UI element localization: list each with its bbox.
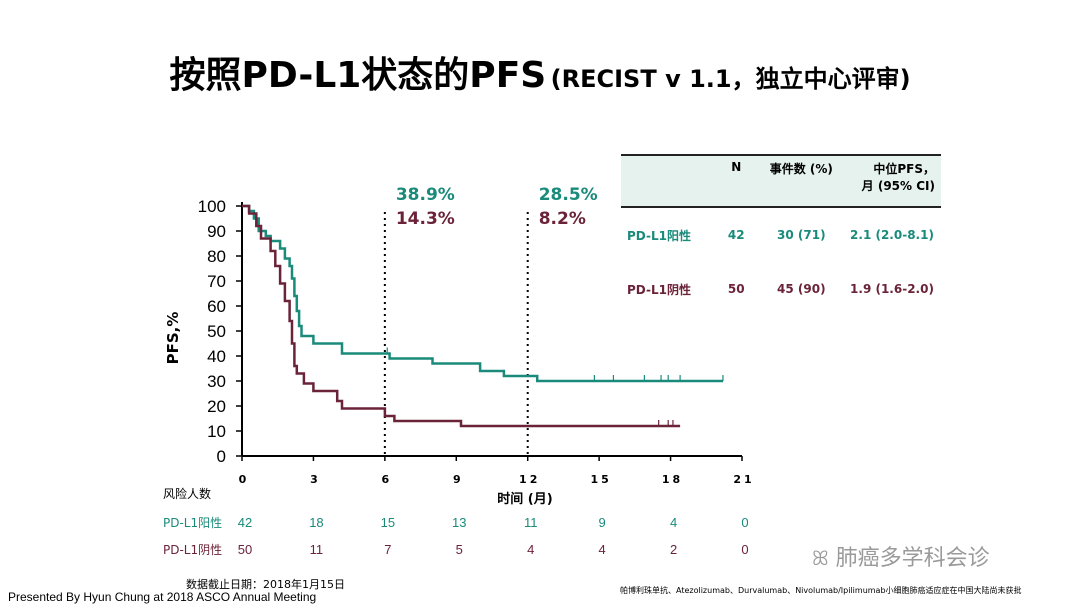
risk-row-label: PD-L1阴性 [163, 543, 222, 557]
landmark-lines: 38.9% 14.3% 28.5% 8.2% [383, 185, 598, 456]
y-axis-label: PFS,% [164, 312, 182, 365]
title-sub: (RECIST v 1.1，独立中心评审) [550, 65, 911, 93]
summary-n: 42 [727, 228, 745, 242]
risk-table-title: 风险人数 [163, 486, 211, 501]
x-tick-label: 21 [733, 473, 754, 486]
landmark-positive-pct: 28.5% [539, 185, 598, 205]
risk-value: 4 [599, 542, 606, 557]
risk-value: 4 [527, 542, 534, 557]
summary-row-positive: PD-L1阳性 42 30 (71) 2.1 (2.0-8.1) [621, 207, 941, 262]
summary-group: PD-L1阴性 [627, 282, 691, 297]
risk-value: 0 [741, 542, 748, 557]
watermark: ꕤ 肺癌多学科会诊 [812, 540, 990, 572]
risk-value: 9 [599, 515, 606, 530]
summary-group: PD-L1阳性 [627, 228, 691, 243]
x-tick-label: 6 [382, 473, 393, 486]
x-tick-label: 15 [590, 473, 611, 486]
risk-value: 0 [741, 515, 748, 530]
summary-median: 1.9 (1.6-2.0) [850, 282, 934, 296]
y-tick-label: 30 [207, 372, 226, 391]
x-tick-label: 9 [453, 473, 464, 486]
y-tick-label: 60 [207, 297, 226, 316]
risk-value: 5 [456, 542, 463, 557]
y-tick-label: 70 [207, 272, 226, 291]
x-tick-label: 12 [519, 473, 540, 486]
risk-table: PD-L1阳性 42 18 15 13 11 9 4 0PD-L1阴性 50 11 7 5 4 4 2 0 [163, 515, 749, 557]
y-tick-label: 10 [207, 422, 226, 441]
summary-events: 30 (71) [777, 228, 826, 242]
risk-value: 7 [384, 542, 391, 557]
presenter-credit: Presented By Hyun Chung at 2018 ASCO Ann… [8, 590, 317, 604]
landmark-negative-pct: 14.3% [396, 209, 455, 229]
title-main: 按照PD-L1状态的PFS [169, 55, 547, 96]
summary-events: 45 (90) [777, 282, 826, 296]
y-tick-label: 90 [207, 222, 226, 241]
risk-value: 15 [381, 515, 395, 530]
x-axis-label: 时间 (月) [497, 491, 552, 507]
summary-header-group [621, 154, 713, 208]
series-curve [242, 204, 681, 428]
summary-header-events: 事件数 (%) [759, 154, 843, 208]
risk-value: 2 [670, 542, 677, 557]
risk-value: 11 [310, 542, 324, 557]
risk-row-label: PD-L1阳性 [163, 516, 222, 530]
risk-value: 50 [238, 542, 252, 557]
slide-title: 按照PD-L1状态的PFS (RECIST v 1.1，独立中心评审) [0, 46, 1080, 98]
x-tick-label: 3 [310, 473, 321, 486]
x-tick-label: 18 [662, 473, 683, 486]
landmark-positive-pct: 38.9% [396, 185, 455, 205]
summary-header-n: N [712, 154, 760, 208]
risk-value: 13 [452, 515, 466, 530]
risk-value: 4 [670, 515, 677, 530]
y-tick-label: 80 [207, 247, 226, 266]
data-cutoff-date: 数据截止日期：2018年1月15日 [186, 578, 345, 591]
y-tick-label: 0 [217, 447, 226, 466]
wechat-icon: ꕤ [812, 546, 829, 570]
summary-table: N 事件数 (%) 中位PFS， 月 (95% CI) PD-L1阳性 42 3… [621, 154, 941, 316]
y-tick-label: 40 [207, 347, 226, 366]
summary-row-negative: PD-L1阴性 50 45 (90) 1.9 (1.6-2.0) [621, 262, 941, 316]
summary-n: 50 [727, 282, 745, 296]
watermark-text: 肺癌多学科会诊 [835, 546, 990, 571]
landmark-negative-pct: 8.2% [539, 209, 586, 229]
risk-value: 18 [309, 515, 323, 530]
y-tick-label: 20 [207, 397, 226, 416]
approval-note: 帕博利珠单抗、Atezolizumab、Durvalumab、Nivolumab… [620, 586, 1022, 595]
chart-axes: 0 10 20 30 40 50 60 70 80 90 100 0 3 6 9 12 15 18 21 [198, 197, 754, 486]
series-curve [242, 204, 723, 383]
summary-median: 2.1 (2.0-8.1) [850, 228, 934, 242]
survival-curves [242, 204, 724, 428]
y-tick-label: 100 [198, 197, 226, 216]
risk-value: 11 [524, 515, 538, 530]
summary-header-median: 中位PFS， 月 (95% CI) [842, 154, 941, 208]
y-tick-label: 50 [207, 322, 226, 341]
x-tick-label: 0 [239, 473, 250, 486]
risk-value: 42 [238, 515, 252, 530]
